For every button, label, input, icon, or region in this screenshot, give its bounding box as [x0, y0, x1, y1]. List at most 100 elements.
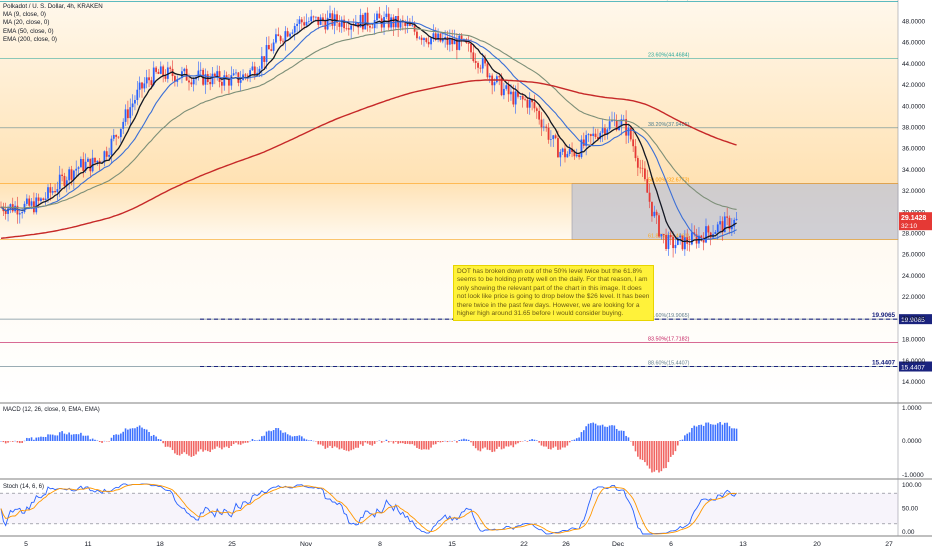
- candle-body[interactable]: [719, 221, 721, 224]
- candle-body[interactable]: [40, 198, 42, 200]
- candle-body[interactable]: [313, 16, 315, 17]
- candle-body[interactable]: [139, 83, 141, 90]
- candle-body[interactable]: [428, 42, 430, 44]
- candle-body[interactable]: [515, 92, 517, 105]
- candle-body[interactable]: [136, 90, 138, 100]
- candle-body[interactable]: [75, 169, 77, 171]
- candle-body[interactable]: [118, 137, 120, 138]
- candle-body[interactable]: [569, 149, 571, 154]
- candle-body[interactable]: [292, 33, 294, 34]
- candle-body[interactable]: [639, 168, 641, 169]
- candle-body[interactable]: [233, 73, 235, 75]
- candle-body[interactable]: [108, 155, 110, 157]
- candle-body[interactable]: [266, 45, 268, 62]
- candle-body[interactable]: [576, 155, 578, 157]
- candle-body[interactable]: [644, 169, 646, 180]
- candle-body[interactable]: [632, 139, 634, 146]
- candle-body[interactable]: [132, 103, 134, 107]
- consolidation-zone[interactable]: [572, 183, 898, 239]
- candle-body[interactable]: [282, 41, 284, 42]
- candle-body[interactable]: [564, 149, 566, 158]
- candle-body[interactable]: [303, 22, 305, 25]
- indicator-ma20-label[interactable]: MA (20, close, 0): [3, 19, 103, 27]
- candle-body[interactable]: [430, 38, 432, 44]
- candle-body[interactable]: [642, 168, 644, 169]
- candle-body[interactable]: [268, 45, 270, 49]
- candle-body[interactable]: [115, 135, 117, 137]
- candle-body[interactable]: [54, 191, 56, 192]
- candle-body[interactable]: [5, 211, 7, 214]
- candle-body[interactable]: [106, 151, 108, 157]
- candle-body[interactable]: [447, 37, 449, 45]
- candle-body[interactable]: [660, 234, 662, 236]
- candle-body[interactable]: [707, 226, 709, 232]
- candle-body[interactable]: [148, 77, 150, 80]
- candle-body[interactable]: [736, 219, 738, 220]
- candle-body[interactable]: [386, 14, 388, 17]
- candle-body[interactable]: [653, 212, 655, 216]
- candle-body[interactable]: [649, 193, 651, 202]
- candle-body[interactable]: [592, 134, 594, 136]
- candle-body[interactable]: [550, 139, 552, 140]
- candle-body[interactable]: [294, 26, 296, 33]
- candle-body[interactable]: [31, 201, 33, 205]
- candle-body[interactable]: [646, 179, 648, 192]
- candle-body[interactable]: [682, 236, 684, 250]
- candle-body[interactable]: [555, 135, 557, 138]
- candle-body[interactable]: [548, 128, 550, 140]
- candle-body[interactable]: [270, 49, 272, 51]
- candle-body[interactable]: [541, 120, 543, 128]
- candle-body[interactable]: [87, 159, 89, 162]
- candle-body[interactable]: [588, 134, 590, 135]
- indicator-ma9-label[interactable]: MA (9, close, 0): [3, 11, 103, 19]
- candle-body[interactable]: [559, 152, 561, 157]
- candle-body[interactable]: [245, 74, 247, 75]
- candle-body[interactable]: [261, 56, 263, 69]
- candle-body[interactable]: [52, 191, 54, 193]
- candle-body[interactable]: [252, 66, 254, 70]
- candle-body[interactable]: [165, 76, 167, 79]
- candle-body[interactable]: [339, 23, 341, 27]
- candle-body[interactable]: [494, 82, 496, 85]
- candle-body[interactable]: [470, 44, 472, 52]
- candle-body[interactable]: [458, 36, 460, 50]
- candle-body[interactable]: [715, 232, 717, 234]
- candle-body[interactable]: [289, 34, 291, 37]
- candle-body[interactable]: [68, 169, 70, 180]
- candle-body[interactable]: [111, 139, 113, 155]
- candle-body[interactable]: [689, 244, 691, 245]
- candle-body[interactable]: [125, 109, 127, 122]
- candle-body[interactable]: [672, 237, 674, 248]
- candle-body[interactable]: [350, 25, 352, 29]
- candle-body[interactable]: [623, 119, 625, 120]
- candle-body[interactable]: [378, 14, 380, 19]
- candle-body[interactable]: [188, 81, 190, 83]
- candle-body[interactable]: [21, 212, 23, 213]
- candle-body[interactable]: [552, 135, 554, 139]
- candle-body[interactable]: [670, 235, 672, 237]
- indicator-ema200-label[interactable]: EMA (200, close, 0): [3, 36, 103, 44]
- candle-body[interactable]: [143, 83, 145, 88]
- candle-body[interactable]: [275, 34, 277, 42]
- candle-body[interactable]: [134, 100, 136, 103]
- candle-body[interactable]: [200, 70, 202, 71]
- candle-body[interactable]: [299, 19, 301, 24]
- candle-body[interactable]: [362, 15, 364, 29]
- candle-body[interactable]: [566, 154, 568, 157]
- candle-body[interactable]: [717, 224, 719, 232]
- candle-body[interactable]: [635, 146, 637, 158]
- candle-body[interactable]: [705, 226, 707, 242]
- candle-body[interactable]: [47, 187, 49, 198]
- candle-body[interactable]: [28, 199, 30, 206]
- candle-body[interactable]: [193, 79, 195, 84]
- candle-body[interactable]: [536, 108, 538, 111]
- candle-body[interactable]: [277, 34, 279, 36]
- candle-body[interactable]: [310, 16, 312, 21]
- stoch-pane-label[interactable]: Stoch (14, 6, 6): [3, 484, 44, 490]
- candle-body[interactable]: [668, 235, 670, 249]
- candle-body[interactable]: [609, 121, 611, 129]
- candle-body[interactable]: [160, 66, 162, 73]
- candle-body[interactable]: [425, 38, 427, 42]
- candle-body[interactable]: [468, 43, 470, 44]
- candle-body[interactable]: [637, 158, 639, 168]
